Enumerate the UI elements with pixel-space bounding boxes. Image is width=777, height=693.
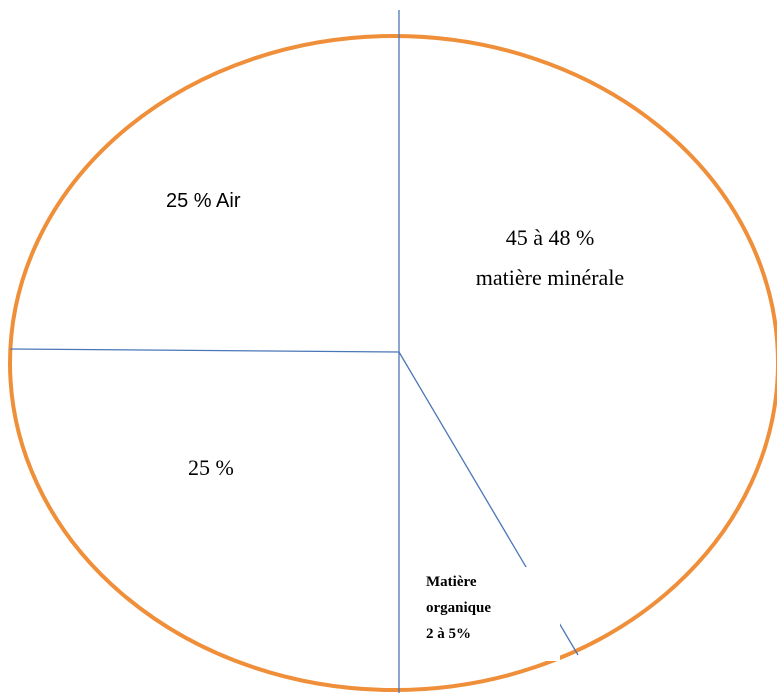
segment-label-air: 25 % Air (166, 190, 241, 212)
diagram-outline (8, 34, 777, 692)
mineral-percent: 45 à 48 % (505, 225, 595, 250)
organic-line-2: organique (426, 600, 492, 616)
mineral-name: matière minérale (475, 265, 625, 290)
segment-label-organic: Matière organique 2 à 5% (418, 567, 560, 661)
divider-left (9, 348, 400, 353)
segment-label-water: 25 % (188, 455, 234, 480)
organic-line-3: 2 à 5% (426, 626, 471, 642)
organic-line-1: Matière (426, 574, 477, 590)
segment-label-mineral: 45 à 48 % matière minérale (440, 218, 660, 298)
